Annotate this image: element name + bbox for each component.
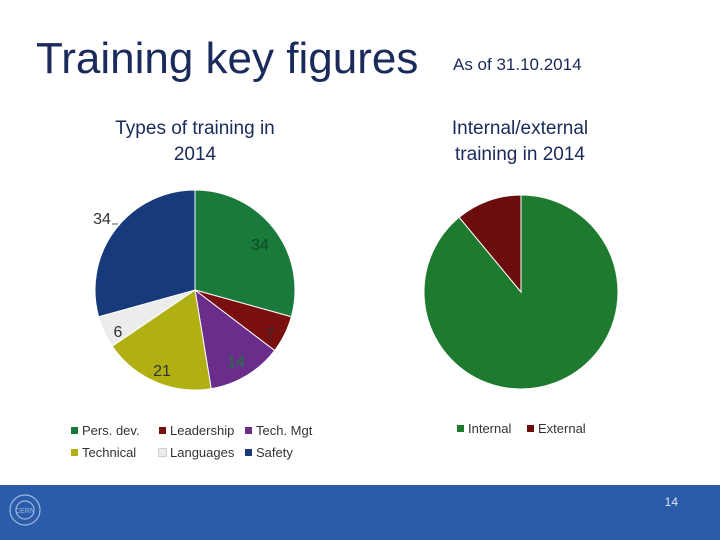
cern-logo-text: CERN xyxy=(15,508,35,515)
intext-legend-label: Internal xyxy=(468,421,512,436)
types-legend-item: Tech. Mgt xyxy=(245,423,312,438)
page-subtitle: As of 31.10.2014 xyxy=(453,55,582,74)
types-legend-swatch xyxy=(245,427,252,434)
intext-data-label-external: 11% xyxy=(477,217,508,234)
types-legend-label: Languages xyxy=(170,445,235,460)
intext-slice-external xyxy=(458,194,522,294)
types-slice-safety xyxy=(94,189,196,318)
types-slice-pers-dev xyxy=(194,189,296,318)
intext-legend-item: Internal xyxy=(457,421,511,436)
types-legend-item: Leadership xyxy=(159,423,234,438)
types-legend-swatch xyxy=(159,427,166,434)
chart-title-types-line-1: Types of training in xyxy=(115,118,275,139)
page-title: Training key figures xyxy=(36,34,419,83)
types-legend-label: Technical xyxy=(82,445,137,460)
types-legend-swatch xyxy=(71,427,78,434)
pie-charts: 34 7 14 21 6 34 89% 11% xyxy=(93,189,619,391)
types-legend-item: Safety xyxy=(245,445,293,460)
intext-legend-label: External xyxy=(538,421,586,436)
types-legend-item: Technical xyxy=(71,445,136,460)
types-slice-technical xyxy=(111,289,212,391)
footer-bar: CERN 14 xyxy=(0,485,720,540)
cern-logo-icon: CERN xyxy=(9,494,41,526)
types-data-label-safety: 34 xyxy=(93,211,111,228)
types-data-label-tech-mgt: 14 xyxy=(227,354,245,371)
types-legend-label: Leadership xyxy=(170,423,235,438)
intext-legend-swatch xyxy=(457,425,464,432)
types-legend-item: Languages xyxy=(158,445,235,460)
types-legend-label: Pers. dev. xyxy=(82,423,140,438)
chart-title-internal-external: Internal/external training in 2014 xyxy=(400,116,640,168)
chart-title-internal-external-line-1: Internal/external xyxy=(451,118,589,139)
types-legend-swatch xyxy=(158,448,167,457)
types-legend-label: Safety xyxy=(256,445,293,460)
intext-data-label-internal: 89% xyxy=(532,361,564,378)
chart-title-types-line-2: 2014 xyxy=(173,144,217,165)
intext-legend-item: External xyxy=(527,421,586,436)
chart-title-internal-external-line-2: training in 2014 xyxy=(455,144,585,165)
page-number: 14 xyxy=(664,495,678,509)
types-data-label-languages: 6 xyxy=(114,324,123,341)
types-data-label-leadership: 7 xyxy=(266,326,275,343)
types-legend-item: Pers. dev. xyxy=(71,423,140,438)
types-data-label-pers-dev: 34 xyxy=(251,237,269,254)
types-legend-swatch xyxy=(71,449,78,456)
intext-legend-swatch xyxy=(527,425,534,432)
chart-title-types: Types of training in 2014 xyxy=(70,116,320,168)
types-legend-label: Tech. Mgt xyxy=(256,423,313,438)
types-legend-swatch xyxy=(245,449,252,456)
types-data-label-technical: 21 xyxy=(153,363,171,380)
types-slice-tech-mgt xyxy=(194,288,276,390)
